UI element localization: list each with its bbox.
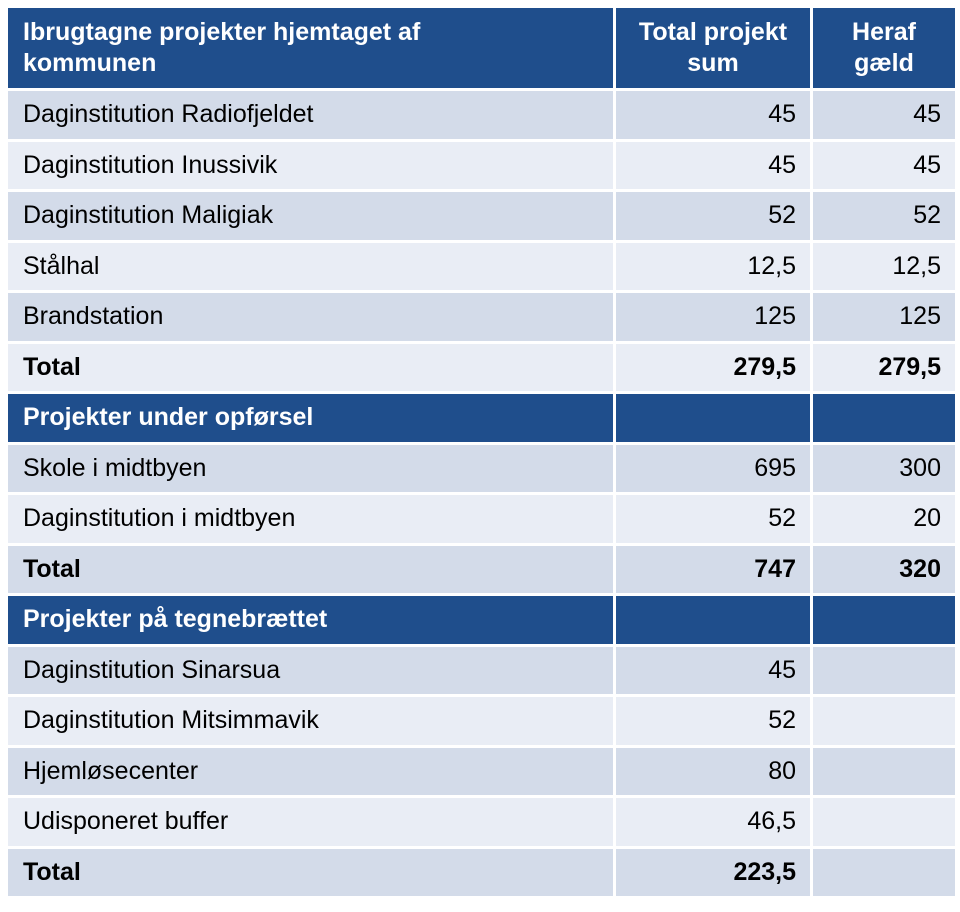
total-row-sum: 223,5 <box>616 848 813 899</box>
total-row-sum: 279,5 <box>616 343 813 394</box>
row-name: Skole i midtbyen <box>8 444 616 495</box>
total-row-label: Total <box>8 343 616 394</box>
row-total: 80 <box>616 747 813 798</box>
row-total: 52 <box>616 495 813 546</box>
row-name: Daginstitution Radiofjeldet <box>8 91 616 142</box>
row-name: Daginstitution i midtbyen <box>8 495 616 546</box>
row-total: 695 <box>616 444 813 495</box>
row-total: 45 <box>616 141 813 192</box>
total-row-debt: 320 <box>813 545 955 596</box>
section-title-spacer <box>616 394 813 445</box>
row-debt: 45 <box>813 91 955 142</box>
row-debt <box>813 747 955 798</box>
row-total: 52 <box>616 697 813 748</box>
row-debt: 12,5 <box>813 242 955 293</box>
row-debt: 45 <box>813 141 955 192</box>
row-debt: 20 <box>813 495 955 546</box>
section-title: Projekter under opførsel <box>8 394 616 445</box>
total-row-debt: 279,5 <box>813 343 955 394</box>
section-title-spacer <box>813 394 955 445</box>
row-name: Hjemløsecenter <box>8 747 616 798</box>
row-name: Stålhal <box>8 242 616 293</box>
header-project-name: Ibrugtagne projekter hjemtaget af kommun… <box>8 8 616 91</box>
row-debt: 300 <box>813 444 955 495</box>
row-name: Udisponeret buffer <box>8 798 616 849</box>
header-debt: Heraf gæld <box>813 8 955 91</box>
section-title: Projekter på tegnebrættet <box>8 596 616 647</box>
row-total: 45 <box>616 91 813 142</box>
total-row-debt <box>813 848 955 899</box>
total-row-label: Total <box>8 848 616 899</box>
section-title-spacer <box>616 596 813 647</box>
row-name: Daginstitution Inussivik <box>8 141 616 192</box>
total-row-sum: 747 <box>616 545 813 596</box>
row-name: Daginstitution Maligiak <box>8 192 616 243</box>
row-total: 46,5 <box>616 798 813 849</box>
row-name: Daginstitution Mitsimmavik <box>8 697 616 748</box>
row-debt <box>813 646 955 697</box>
row-total: 52 <box>616 192 813 243</box>
row-total: 45 <box>616 646 813 697</box>
row-name: Daginstitution Sinarsua <box>8 646 616 697</box>
row-total: 12,5 <box>616 242 813 293</box>
total-row-label: Total <box>8 545 616 596</box>
row-debt: 125 <box>813 293 955 344</box>
row-debt: 52 <box>813 192 955 243</box>
section-title-spacer <box>813 596 955 647</box>
row-total: 125 <box>616 293 813 344</box>
projects-table: Ibrugtagne projekter hjemtaget af kommun… <box>8 8 955 899</box>
row-debt <box>813 697 955 748</box>
header-total-sum: Total projekt sum <box>616 8 813 91</box>
row-name: Brandstation <box>8 293 616 344</box>
row-debt <box>813 798 955 849</box>
